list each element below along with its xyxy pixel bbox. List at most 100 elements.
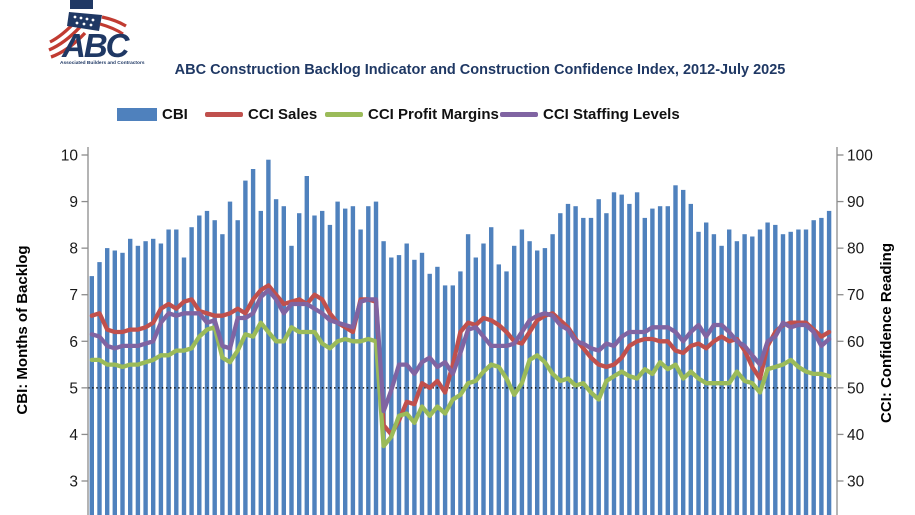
cbi-bar (304, 176, 309, 515)
cci-staffing-levels-line-swatch (500, 112, 538, 117)
left-axis-title: CBI: Months of Backlog (14, 245, 31, 414)
cbi-bar (465, 234, 471, 515)
cbi-bar (696, 231, 701, 515)
cbi-bar (120, 252, 125, 515)
cbi-bar (634, 192, 640, 515)
cbi-bar (320, 210, 325, 515)
cbi-bar (105, 248, 110, 515)
right-axis-tick-label: 100 (847, 148, 873, 165)
cbi-bar (558, 213, 563, 515)
cbi-bar (197, 215, 202, 515)
cbi-bar (650, 208, 655, 515)
cci-lines-group (89, 283, 832, 449)
cbi-bar (243, 180, 248, 515)
cbi-bar (604, 213, 609, 515)
cbi-bar (189, 227, 194, 515)
cbi-bar (527, 241, 532, 515)
right-axis-title: CCI: Confidence Reading (878, 243, 895, 423)
cbi-bar (565, 203, 571, 515)
cbi-bar (143, 241, 148, 515)
cbi-bar (204, 210, 210, 515)
cbi-bar (780, 234, 786, 515)
legend-item-cci-profit-margins: CCI Profit Margins (325, 106, 499, 123)
cbi-bar (473, 257, 478, 515)
cbi-bar (788, 231, 793, 515)
logo-stripe-icon (48, 25, 82, 52)
cbi-bar (212, 220, 217, 515)
cbi-bar (128, 238, 133, 515)
cbi-bar (112, 250, 117, 515)
legend-item-cci-sales: CCI Sales (205, 106, 317, 123)
cbi-bar (89, 276, 94, 515)
legend-label-cbi: CBI (162, 106, 188, 123)
cbi-bar (343, 208, 348, 515)
cbi-bar (519, 229, 525, 515)
cbi-bar (611, 192, 617, 515)
cbi-bar (489, 227, 494, 515)
cbi-bar (504, 271, 509, 515)
logo-flag-top (70, 0, 93, 9)
cbi-bar (665, 206, 670, 515)
cbi-bar (181, 257, 187, 515)
right-axis-tick-label: 40 (847, 427, 865, 444)
right-axis-tick-label: 90 (847, 194, 865, 211)
cbi-bar (151, 238, 156, 515)
legend-item-cci-staffing-levels: CCI Staffing Levels (500, 106, 680, 123)
cbi-bar (427, 273, 432, 515)
cbi-bar (135, 245, 141, 515)
legend-label-cci-staffing-levels: CCI Staffing Levels (543, 106, 680, 123)
legend-item-cbi: CBI (117, 106, 188, 123)
left-axis-tick-label: 6 (69, 334, 78, 351)
cbi-bar (97, 262, 102, 515)
cbi-bar (166, 229, 171, 515)
cbi-bar (796, 229, 801, 515)
left-axis-tick-label: 4 (69, 427, 78, 444)
cbi-bar (688, 203, 693, 515)
left-axis-tick-label: 5 (69, 380, 78, 397)
cbi-bar (289, 245, 294, 515)
cbi-bar (220, 234, 225, 515)
chart-title: ABC Construction Backlog Indicator and C… (174, 62, 786, 78)
cbi-bar (158, 243, 164, 515)
cbi-bar (581, 217, 586, 515)
right-axis-tick-label: 60 (847, 334, 865, 351)
cbi-bar (512, 245, 517, 515)
cbi-bar (327, 224, 333, 515)
logo-stripe-icon (50, 31, 87, 59)
cbi-bar (481, 243, 486, 515)
right-axis-tick-label: 30 (847, 473, 865, 490)
cbi-bar (711, 234, 717, 515)
left-axis-tick-label: 3 (69, 473, 78, 490)
cbi-bar (442, 285, 448, 515)
cbi-bar (627, 203, 632, 515)
cci-profit-margins-line-swatch (325, 112, 363, 117)
cbi-bar (281, 206, 286, 515)
cbi-bar (496, 264, 501, 515)
logo-stripe-icon (101, 15, 127, 28)
cbi-bar (335, 201, 340, 515)
cbi-bar (826, 210, 832, 515)
cbi-bar (174, 229, 179, 515)
left-axis-tick-label: 8 (69, 241, 78, 258)
cbi-bar (642, 217, 647, 515)
cbi-bar (588, 217, 594, 515)
left-axis-tick-label: 7 (69, 287, 78, 304)
legend-label-cci-profit-margins: CCI Profit Margins (368, 106, 499, 123)
cbi-bar (727, 229, 732, 515)
cbi-bar (366, 206, 371, 515)
cbi-bar (250, 169, 256, 515)
cci-staffing-levels-line (89, 287, 832, 414)
cbi-bar (227, 201, 233, 515)
left-axis-tick-label: 9 (69, 194, 78, 211)
left-axis-tick-label: 10 (61, 148, 79, 165)
cbi-bar (750, 236, 755, 515)
cbi-bar (704, 222, 709, 515)
legend-label-cci-sales: CCI Sales (248, 106, 318, 123)
cbi-bar (404, 243, 409, 515)
cbi-bar (773, 224, 778, 515)
logo-stripe-icon (99, 22, 124, 36)
right-axis-tick-label: 70 (847, 287, 865, 304)
cbi-bar (596, 199, 601, 515)
